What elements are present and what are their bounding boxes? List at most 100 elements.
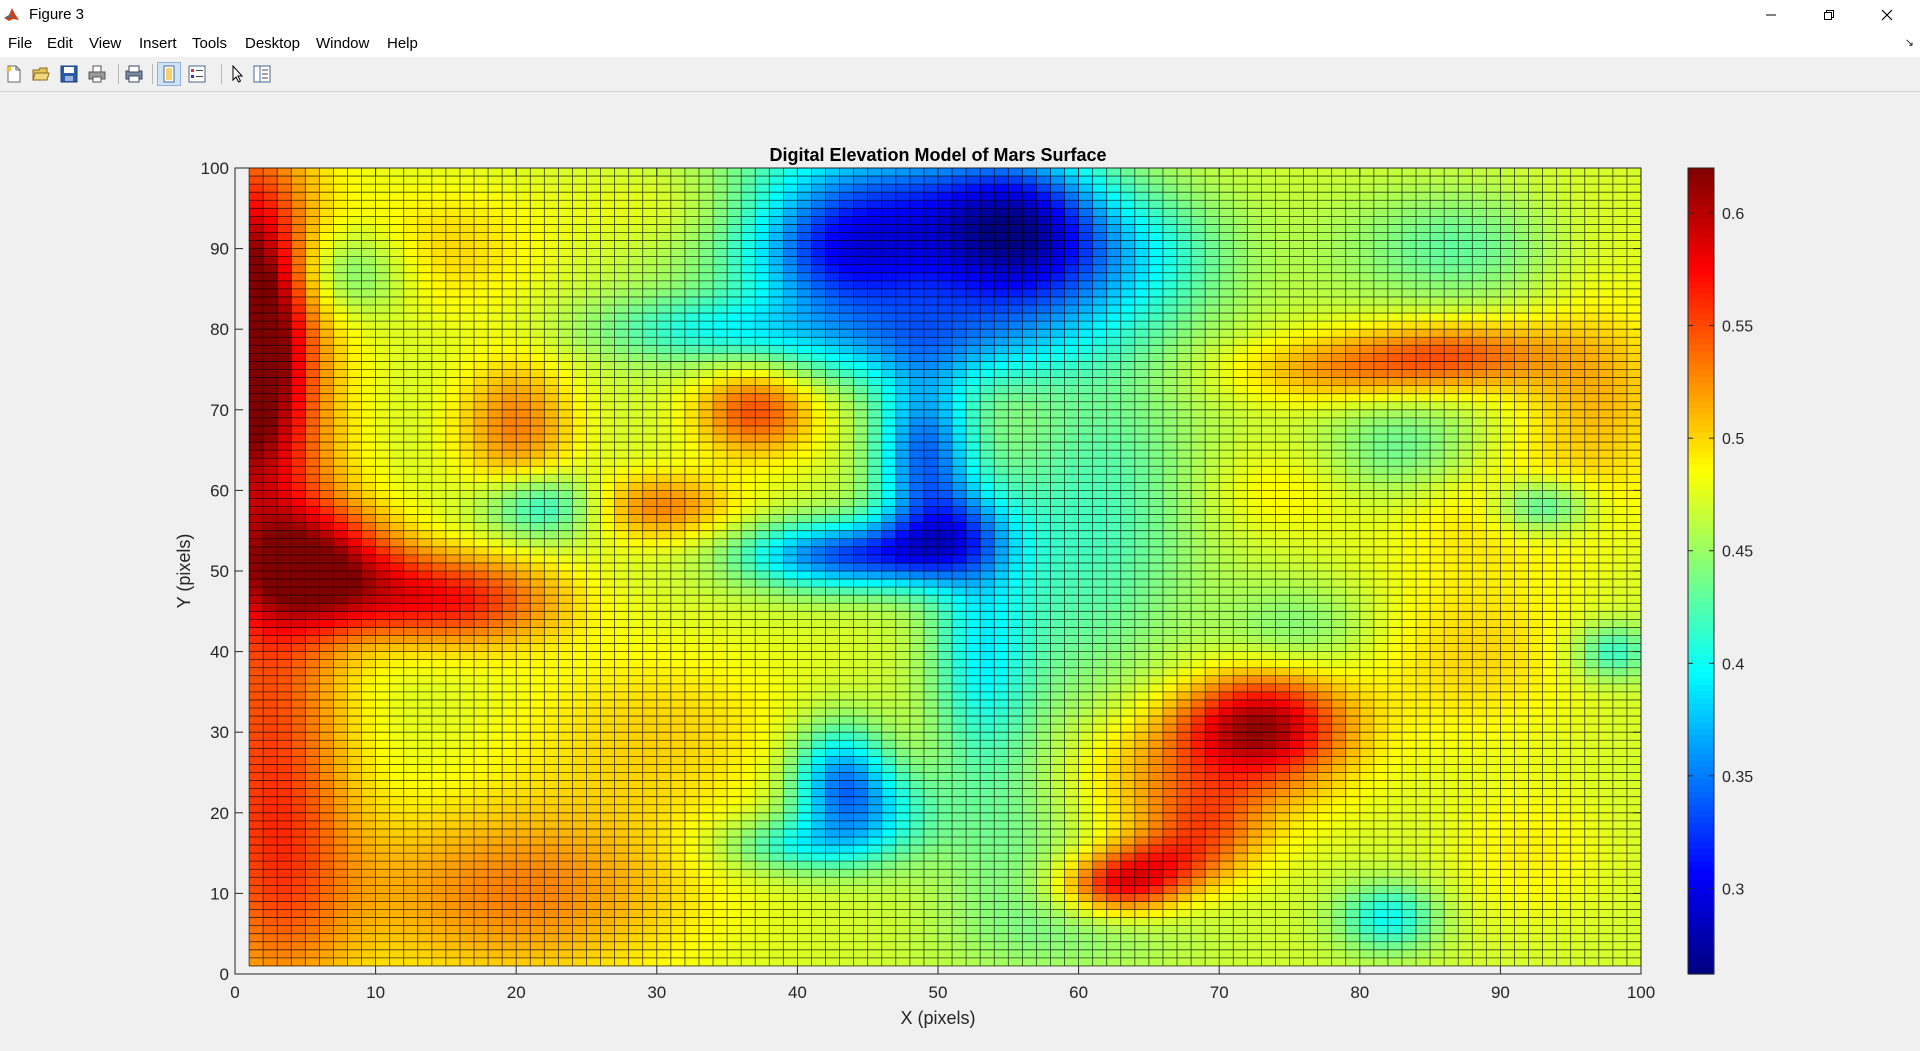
heatmap-cell	[783, 425, 798, 435]
heatmap-cell	[727, 337, 742, 346]
heatmap-cell	[938, 345, 953, 354]
menu-file[interactable]: File	[8, 35, 33, 52]
heatmap-cell	[853, 691, 869, 701]
heatmap-cell	[811, 933, 826, 943]
heatmap-cell	[614, 272, 630, 282]
save-button[interactable]	[57, 62, 81, 86]
minimize-button[interactable]	[1742, 0, 1800, 30]
heatmap-cell	[502, 248, 517, 258]
edit-plot-pointer-button[interactable]	[225, 62, 249, 86]
heatmap-cell	[698, 820, 714, 830]
heatmap-cell	[417, 756, 433, 765]
toggle-plot-tools-button[interactable]	[157, 62, 181, 86]
heatmap-cell	[558, 957, 573, 967]
heatmap-cell	[600, 933, 616, 943]
heatmap-cell	[305, 627, 320, 636]
heatmap-cell	[797, 425, 812, 435]
heatmap-cell	[698, 208, 714, 217]
heatmap-cell	[698, 885, 714, 894]
heatmap-cell	[727, 417, 742, 427]
heatmap-cell	[938, 853, 953, 862]
heatmap-cell	[375, 611, 391, 620]
heatmap-cell	[783, 812, 798, 822]
heatmap-cell	[558, 288, 573, 298]
menu-edit[interactable]: Edit	[47, 35, 73, 52]
heatmap-cell	[347, 514, 362, 524]
heatmap-cell	[305, 732, 320, 741]
heatmap-cell	[867, 587, 883, 596]
heatmap-cell	[291, 200, 306, 209]
heatmap-cell	[698, 812, 714, 822]
heatmap-cell	[558, 482, 573, 491]
heatmap-cell	[923, 538, 939, 548]
heatmap-cell	[530, 168, 545, 177]
show-plot-tools-button[interactable]	[250, 62, 274, 86]
heatmap-cell	[417, 603, 433, 612]
heatmap-cell	[670, 280, 686, 290]
heatmap-cell	[614, 635, 630, 644]
heatmap-cell	[741, 716, 756, 725]
heatmap-cell	[839, 200, 855, 209]
menu-tools[interactable]: Tools	[192, 35, 228, 52]
heatmap-cell	[572, 691, 587, 701]
open-file-button[interactable]	[29, 62, 53, 86]
print-preview-button[interactable]	[122, 62, 146, 86]
heatmap-cell	[670, 796, 686, 806]
heatmap-cell	[839, 667, 855, 677]
new-figure-button[interactable]	[2, 62, 26, 86]
heatmap-cell	[488, 248, 503, 258]
heatmap-cell	[347, 168, 362, 177]
heatmap-cell	[459, 861, 475, 870]
heatmap-cell	[769, 885, 784, 894]
heatmap-cell	[642, 168, 658, 177]
heatmap-cell	[923, 313, 939, 322]
heatmap-cell	[445, 627, 461, 636]
heatmap-cell	[684, 949, 700, 959]
heatmap-cell	[558, 200, 573, 209]
heatmap-cell	[263, 804, 278, 814]
heatmap-cell	[895, 288, 911, 298]
dock-arrow-icon[interactable]: ↘	[1904, 37, 1914, 49]
print-button[interactable]	[85, 62, 109, 86]
close-button[interactable]	[1858, 0, 1916, 30]
heatmap-cell	[783, 901, 798, 910]
heatmap-cell	[572, 643, 587, 652]
heatmap-cell	[783, 820, 798, 830]
heatmap-cell	[389, 264, 405, 274]
heatmap-cell	[516, 530, 531, 540]
heatmap-cell	[853, 482, 869, 491]
heatmap-cell	[586, 522, 601, 532]
heatmap-cell	[867, 659, 883, 669]
heatmap-cell	[713, 659, 728, 669]
heatmap-cell	[249, 603, 264, 612]
heatmap-cell	[586, 845, 601, 854]
heatmap-cell	[825, 506, 840, 515]
menu-desktop[interactable]: Desktop	[245, 35, 301, 52]
heatmap-cell	[600, 893, 616, 902]
heatmap-cell	[445, 393, 461, 403]
heatmap-cell	[656, 933, 672, 943]
heatmap-cell	[319, 425, 334, 435]
insert-legend-button[interactable]	[185, 62, 209, 86]
heatmap-cell	[811, 869, 826, 878]
heatmap-cell	[249, 490, 264, 499]
heatmap-cell	[670, 949, 686, 959]
heatmap-cell	[544, 740, 559, 749]
heatmap-cell	[656, 369, 672, 378]
menu-view[interactable]: View	[89, 35, 122, 52]
menu-insert[interactable]: Insert	[139, 35, 177, 52]
heatmap-cell	[502, 764, 517, 773]
heatmap-cell	[319, 546, 334, 556]
heatmap-cell	[277, 909, 292, 918]
heatmap-cell	[389, 176, 405, 185]
menu-window[interactable]: Window	[316, 35, 370, 52]
heatmap-cell	[277, 820, 292, 830]
heatmap-cell	[474, 571, 489, 580]
heatmap-cell	[417, 699, 433, 709]
heatmap-cell	[305, 369, 320, 378]
menu-help[interactable]: Help	[387, 35, 418, 52]
heatmap-cell	[713, 385, 728, 395]
heatmap-cell	[403, 901, 419, 910]
heatmap-cell	[474, 538, 489, 548]
restore-button[interactable]	[1800, 0, 1858, 30]
